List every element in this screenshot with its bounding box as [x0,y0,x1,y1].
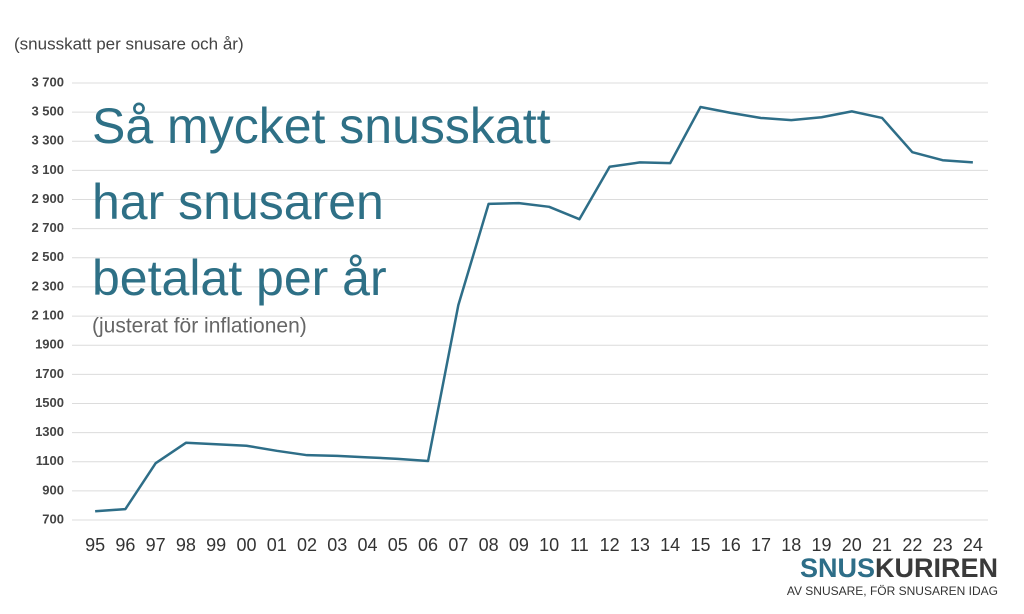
x-tick-label: 01 [267,535,287,555]
logo: SNUSKURIREN [800,553,998,583]
x-tick-label: 16 [721,535,741,555]
x-tick-label: 13 [630,535,650,555]
x-tick-label: 00 [236,535,256,555]
x-tick-label: 20 [842,535,862,555]
x-tick-label: 08 [479,535,499,555]
y-tick-label: 2 500 [31,249,64,264]
x-tick-label: 14 [660,535,680,555]
x-tick-label: 11 [570,535,589,555]
x-tick-label: 18 [781,535,801,555]
x-tick-label: 10 [539,535,559,555]
y-tick-label: 3 300 [31,133,64,148]
y-tick-label: 2 700 [31,220,64,235]
x-tick-label: 17 [751,535,771,555]
logo-part: SNUS [800,553,875,583]
title-line: har snusaren [92,174,384,230]
logo-part: KURIREN [875,553,998,583]
y-tick-label: 3 500 [31,104,64,119]
x-tick-label: 02 [297,535,317,555]
y-tick-label: 700 [42,511,64,526]
x-tick-label: 09 [509,535,529,555]
x-tick-label: 23 [933,535,953,555]
y-tick-label: 1500 [35,395,64,410]
x-tick-label: 19 [812,535,832,555]
y-tick-label: 3 700 [31,74,64,89]
x-tick-label: 99 [206,535,226,555]
x-tick-label: 06 [418,535,438,555]
subtitle: (justerat för inflationen) [92,315,307,338]
x-tick-label: 04 [358,535,378,555]
line-series [95,105,973,513]
logo-tagline: AV SNUSARE, FÖR SNUSAREN IDAG [787,584,998,598]
x-tick-label: 96 [115,535,135,555]
x-tick-label: 24 [963,535,983,555]
x-tick-label: 22 [902,535,922,555]
x-tick-label: 05 [388,535,408,555]
x-tick-label: 15 [690,535,710,555]
y-tick-label: 3 100 [31,162,64,177]
y-tick-label: 2 300 [31,278,64,293]
x-tick-label: 21 [872,535,892,555]
y-tick-label: 2 100 [31,308,64,323]
y-tick-label: 2 900 [31,191,64,206]
x-tick-label: 12 [600,535,620,555]
title-line: betalat per år [92,250,387,306]
y-axis-label: (snusskatt per snusare och år) [14,34,244,53]
y-tick-label: 1700 [35,366,64,381]
x-tick-label: 07 [448,535,468,555]
y-tick-label: 1100 [36,453,64,468]
x-tick-label: 95 [85,535,105,555]
x-tick-label: 97 [146,535,166,555]
y-tick-label: 900 [42,482,64,497]
title-line: Så mycket snusskatt [92,98,551,154]
x-tick-label: 03 [327,535,347,555]
x-tick-label: 98 [176,535,196,555]
y-tick-label: 1900 [35,337,64,352]
y-tick-label: 1300 [35,424,64,439]
